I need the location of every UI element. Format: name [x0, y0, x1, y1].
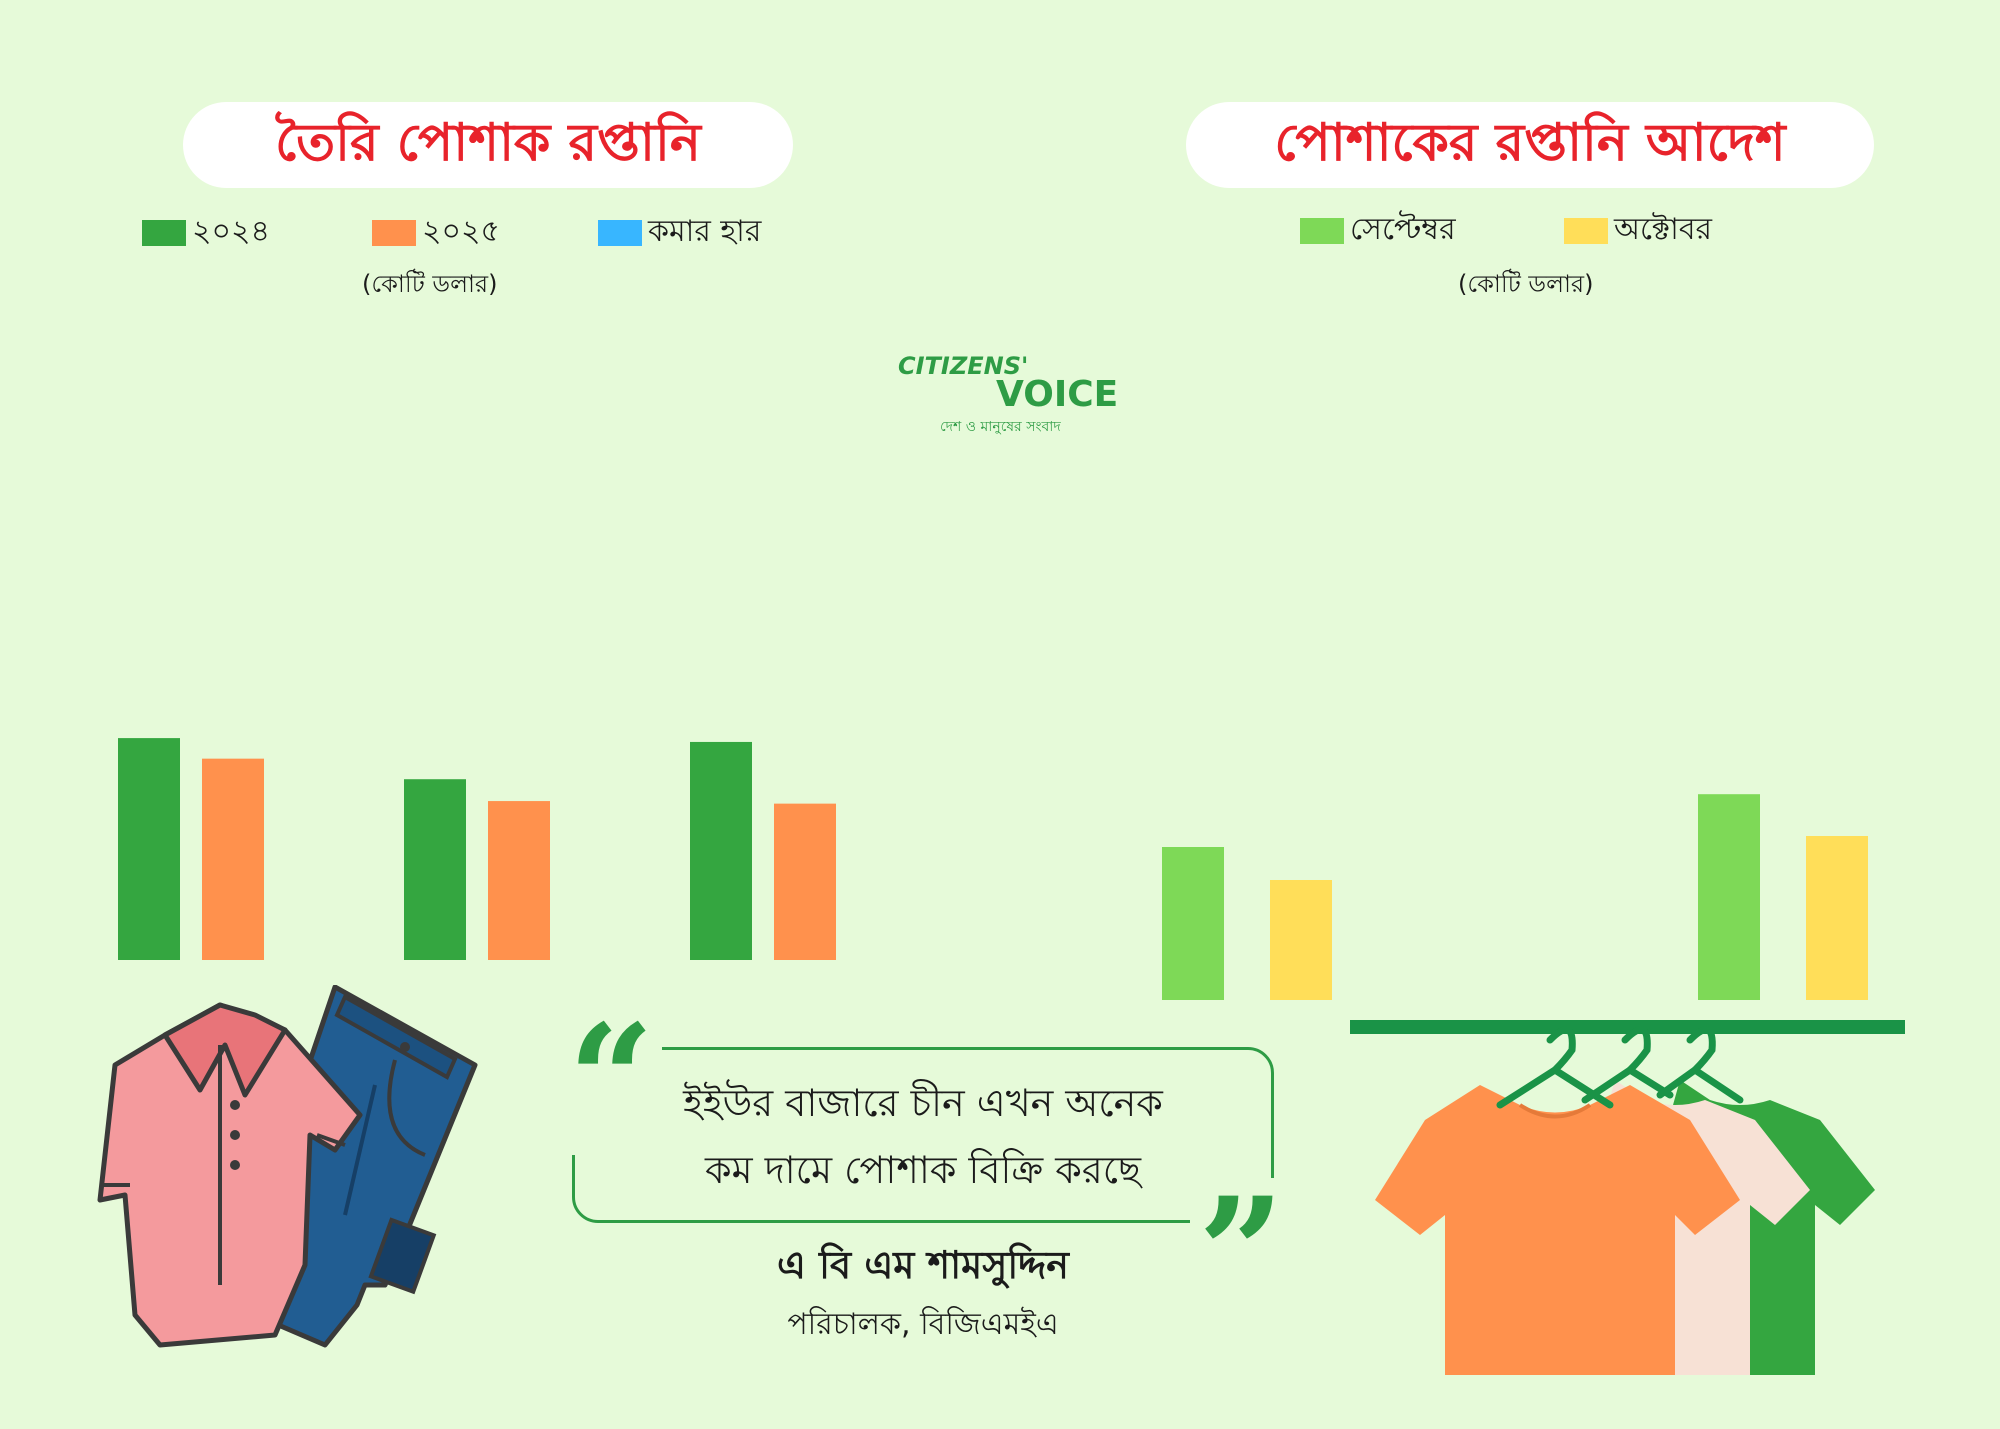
left-chart-title: তৈরি পোশাক রপ্তানি — [183, 102, 793, 188]
legend-item-2025: ২০২৫ — [372, 207, 500, 258]
bar-september-1 — [1162, 847, 1224, 1000]
legend-item-decline-rate: কমার হার — [598, 207, 761, 258]
citizens-voice-logo: CITIZENS' VOICE দেশ ও মানুষের সংবাদ — [896, 348, 1136, 438]
legend-label-september: সেপ্টেম্বর — [1350, 212, 1456, 247]
quote-open-icon: “ — [560, 1005, 663, 1155]
bar-september-3 — [1698, 794, 1760, 1000]
legend-label-decline-rate: কমার হার — [648, 214, 762, 249]
quote-line-1: ইইউর বাজারে চীন এখন অনেক — [683, 1081, 1163, 1125]
quote-line-2: কম দামে পোশাক বিক্রি করছে — [704, 1148, 1142, 1192]
left-bar-chart: ৩৩৩৩১৭৫%৩০১২৮৪৬%৩৩০৩২০৭%আগস্টসেপ্টেম্বরঅ… — [118, 738, 836, 960]
legend-item-2024: ২০২৪ — [142, 207, 270, 258]
logo-graphic: CITIZENS' VOICE দেশ ও মানুষের সংবাদ — [898, 352, 1118, 435]
legend-swatch-decline-rate — [598, 219, 642, 246]
logo-line2: VOICE — [996, 374, 1118, 415]
clothes-illustration — [97, 985, 478, 1348]
hangers — [1496, 1026, 1744, 1109]
legend-swatch-2024 — [142, 219, 186, 246]
logo-tagline: দেশ ও মানুষের সংবাদ — [940, 419, 1061, 435]
quote-author: এ বি এম শামসুদ্দিন — [776, 1243, 1069, 1287]
right-bar-chart: ১৪৫১৩০২৪২০১৬৯১৫০ঢাকা অঞ্চলেরকারখানাচট্টগ… — [1162, 794, 1868, 1000]
logo-line1: CITIZENS' — [898, 352, 1028, 380]
legend-item-october: অক্টোবর — [1564, 205, 1712, 256]
bar-october-3 — [1806, 836, 1868, 1000]
quote-close-icon: ” — [1190, 1178, 1293, 1328]
bar-2024-2 — [404, 779, 466, 960]
bar-2025-1 — [202, 758, 264, 960]
right-unit-label: (কোটি ডলার) — [1458, 270, 1594, 298]
legend-label-2024: ২০২৪ — [192, 214, 270, 249]
legend-swatch-october — [1564, 217, 1608, 244]
hanging-tshirts-icon — [1350, 1020, 1905, 1375]
left-unit-label: (কোটি ডলার) — [362, 270, 498, 298]
bar-2024-1 — [118, 738, 180, 960]
legend-swatch-2025 — [372, 219, 416, 246]
quote-author-role: পরিচালক, বিজিএমইএ — [787, 1307, 1059, 1342]
pink-shirt-icon — [97, 1002, 363, 1348]
bar-october-1 — [1270, 880, 1332, 1000]
orange-tshirt — [1375, 1085, 1740, 1375]
bar-2025-2 — [488, 801, 550, 960]
right-chart-title: পোশাকের রপ্তানি আদেশ — [1186, 102, 1874, 188]
legend-swatch-september — [1300, 217, 1344, 244]
bar-2024-3 — [690, 741, 752, 960]
legend-label-october: অক্টোবর — [1614, 212, 1713, 247]
bar-2025-3 — [774, 803, 836, 960]
legend-label-2025: ২০২৫ — [422, 214, 500, 249]
legend-item-september: সেপ্টেম্বর — [1300, 205, 1456, 256]
